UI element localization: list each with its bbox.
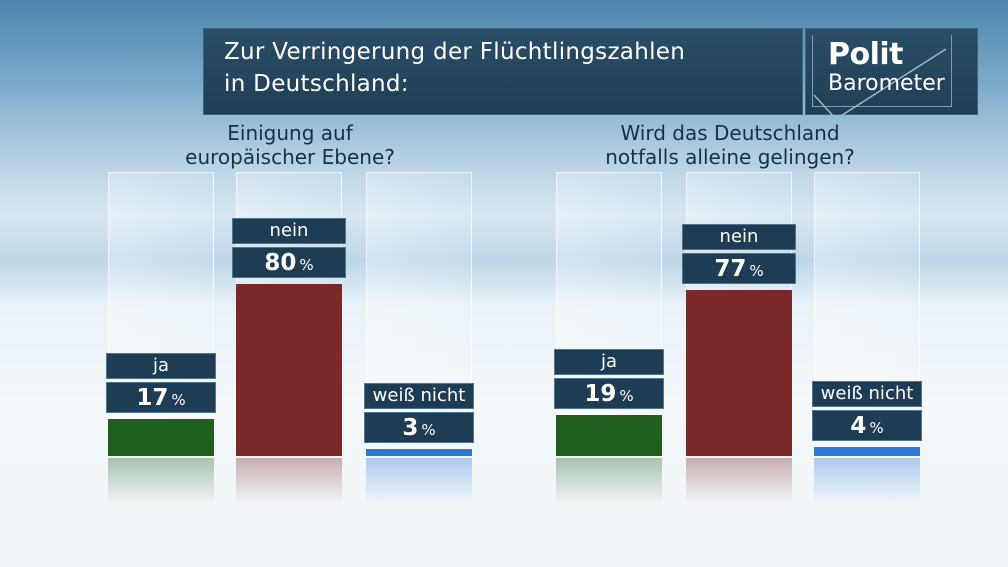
bar-weiss_nicht — [814, 447, 920, 456]
header-title-line2: in Deutschland: — [224, 71, 409, 97]
chart-header: Zur Verringerung der Flüchtlingszahlen i… — [203, 28, 803, 115]
bar-reflection — [366, 458, 472, 504]
header-title-line1: Zur Verringerung der Flüchtlingszahlen — [224, 39, 686, 65]
bar-reflection — [814, 458, 920, 504]
chart2-title: Wird das Deutschland notfalls alleine ge… — [580, 121, 880, 169]
value-label: 4% — [812, 410, 922, 442]
value-label: 3% — [364, 412, 474, 443]
chart1-title: Einigung auf europäischer Ebene? — [150, 121, 430, 169]
category-label: weiß nicht — [812, 381, 922, 408]
bar-ja — [556, 415, 662, 456]
category-label: nein — [682, 224, 796, 251]
value-label: 17% — [106, 382, 216, 414]
value-unit: % — [421, 421, 436, 439]
value-number: 77 — [714, 256, 747, 283]
logo-text-barometer: Barometer — [828, 71, 945, 96]
value-unit: % — [299, 256, 314, 274]
category-label: ja — [106, 353, 216, 380]
value-label: 77% — [682, 253, 796, 285]
chart1-title-line1: Einigung auf — [227, 121, 353, 145]
logo-frame — [812, 35, 952, 107]
value-number: 4 — [850, 413, 867, 440]
bar-slot — [556, 172, 662, 456]
bar-reflection — [686, 458, 792, 504]
value-unit: % — [869, 419, 884, 438]
logo-text-polit: Polit — [828, 37, 904, 72]
bar-slot — [814, 172, 920, 456]
bar-ja — [108, 419, 214, 456]
value-number: 80 — [264, 250, 297, 276]
value-unit: % — [619, 387, 634, 406]
bar-nein — [686, 290, 792, 456]
bar-reflection — [556, 458, 662, 504]
politbarometer-logo: Polit Barometer — [805, 28, 978, 116]
value-number: 17 — [136, 385, 169, 412]
category-label: nein — [232, 218, 346, 244]
value-number: 3 — [402, 415, 419, 441]
checkmark-icon — [813, 48, 947, 116]
value-label: 19% — [554, 378, 664, 410]
bar-weiss_nicht — [366, 449, 472, 456]
value-number: 19 — [584, 381, 617, 408]
category-label: ja — [554, 349, 664, 376]
value-label: 80% — [232, 247, 346, 278]
value-unit: % — [171, 391, 186, 410]
bar-reflection — [108, 458, 214, 504]
value-unit: % — [749, 262, 764, 281]
category-label: weiß nicht — [364, 383, 474, 409]
chart1-title-line2: europäischer Ebene? — [185, 145, 395, 169]
bar-reflection — [236, 458, 342, 504]
chart2-title-line1: Wird das Deutschland — [620, 121, 840, 145]
bar-nein — [236, 284, 342, 456]
chart2-title-line2: notfalls alleine gelingen? — [605, 145, 855, 169]
